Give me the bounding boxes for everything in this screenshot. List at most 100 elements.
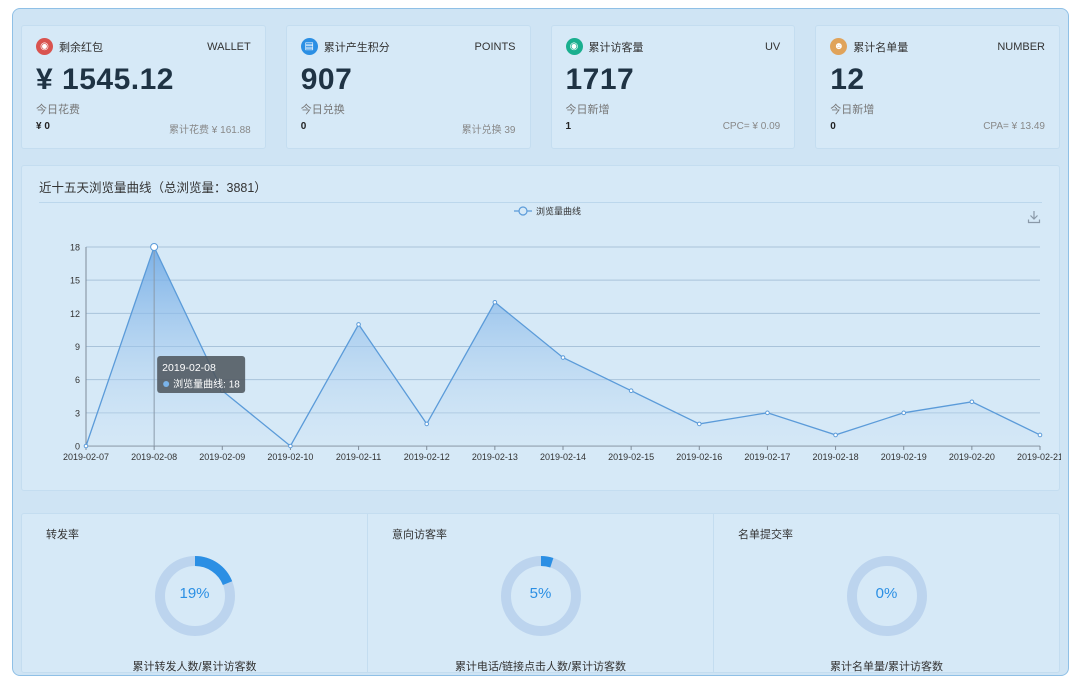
- data-point: [288, 443, 293, 449]
- data-point: [833, 432, 838, 438]
- card-label: 剩余红包: [59, 41, 103, 54]
- rate-title: 转发率: [46, 529, 79, 541]
- card-sub: 今日新增: [830, 104, 875, 116]
- card-foot-left: 1: [565, 121, 572, 132]
- y-tick-label: 15: [70, 276, 80, 286]
- data-point: [696, 421, 702, 427]
- data-point: [765, 410, 770, 416]
- card-label: 累计名单量: [853, 41, 909, 54]
- pageview-chart-panel: 近十五天浏览量曲线（总浏览量：3881） 0 3 6 9 12 15 18 2019-02-0…: [21, 165, 1061, 491]
- card-tag: POINTS: [474, 40, 516, 53]
- rate-title: 意向访客率: [392, 529, 447, 541]
- user-icon: ☻: [830, 38, 848, 55]
- data-point: [969, 399, 975, 405]
- donut-label: 0%: [875, 585, 898, 602]
- legend-marker: [518, 206, 528, 216]
- legend-label: 浏览量曲线: [536, 206, 581, 217]
- x-tick-label: 2019-02-18: [813, 452, 859, 462]
- donut-arc: [540, 555, 553, 568]
- x-tick-label: 2019-02-08: [131, 452, 177, 462]
- data-point: [356, 322, 361, 327]
- rate-caption: 累计转发人数/累计访客数: [132, 661, 257, 673]
- x-tick-label: 2019-02-10: [267, 452, 313, 462]
- card-foot-left: 0: [300, 121, 307, 132]
- rate-title: 名单提交率: [738, 529, 793, 541]
- data-point: [901, 410, 907, 416]
- rate-forward: 转发率 19% 累计转发人数/累计访客数: [22, 514, 368, 673]
- data-point: [1037, 432, 1043, 438]
- donut-chart: 5%: [499, 554, 583, 638]
- dashboard-frame: ◉ 剩余红包 WALLET ¥ 1545.12 今日花费 ¥ 0 累计花费 ¥ 16…: [12, 8, 1069, 676]
- card-number: ☻ 累计名单量 NUMBER 12 今日新增 0 CPA= ¥ 13.49: [815, 25, 1060, 149]
- data-point: [492, 299, 498, 305]
- money-bag-icon: ◉: [36, 38, 53, 55]
- data-point: [424, 421, 430, 427]
- tooltip-box: [157, 356, 246, 393]
- x-tick-label: 2019-02-07: [63, 452, 109, 462]
- x-tick-label: 2019-02-20: [949, 452, 995, 462]
- card-tag: WALLET: [207, 40, 251, 53]
- card-wallet: ◉ 剩余红包 WALLET ¥ 1545.12 今日花费 ¥ 0 累计花费 ¥ 16…: [21, 25, 266, 149]
- rate-caption: 累计名单量/累计访客数: [829, 661, 944, 673]
- x-tick-label: 2019-02-19: [881, 452, 927, 462]
- donut-chart: 0%: [845, 554, 929, 638]
- x-tick-label: 2019-02-17: [744, 452, 790, 462]
- tooltip-marker: [163, 381, 170, 387]
- x-tick-label: 2019-02-16: [676, 452, 722, 462]
- tooltip-value: 浏览量曲线: 18: [173, 378, 240, 391]
- pageview-line-chart: 0 3 6 9 12 15 18 2019-02-07 2019-02-08 2019-02-09…: [63, 206, 1061, 463]
- card-foot-right: 累计花费 ¥ 161.88: [169, 125, 251, 136]
- data-point: [560, 355, 566, 360]
- card-sub: 今日新增: [565, 104, 610, 116]
- rate-caption: 累计电话/链接点击人数/累计访客数: [454, 661, 627, 673]
- card-sub: 今日兑换: [300, 104, 345, 116]
- x-tick-label: 2019-02-11: [336, 452, 381, 462]
- y-tick-label: 0: [75, 442, 80, 452]
- donut-label: 5%: [529, 585, 552, 602]
- x-tick-label: 2019-02-14: [540, 452, 586, 462]
- card-sub: 今日花费: [36, 104, 80, 116]
- y-tick-label: 18: [70, 243, 80, 253]
- card-foot-right: CPC= ¥ 0.09: [722, 121, 781, 132]
- x-tick-label: 2019-02-15: [608, 452, 654, 462]
- x-tick-label: 2019-02-09: [199, 452, 245, 462]
- rates-panel: 转发率 19% 累计转发人数/累计访客数 意向访客率 5% 累计电话/链接点击人…: [21, 513, 1060, 673]
- card-label: 累计访客量: [588, 41, 644, 54]
- card-value: ¥ 1545.12: [36, 63, 174, 96]
- x-tick-label: 2019-02-13: [472, 452, 518, 462]
- donut-arc: [194, 556, 232, 586]
- y-tick-label: 12: [70, 309, 80, 319]
- rate-submit: 名单提交率 0% 累计名单量/累计访客数: [714, 514, 1059, 673]
- card-foot-left: ¥ 0: [36, 121, 50, 132]
- chart-title: 近十五天浏览量曲线（总浏览量：3881）: [39, 181, 267, 195]
- area-fill: [86, 247, 1040, 446]
- card-value: 907: [300, 63, 353, 96]
- rate-intent: 意向访客率 5% 累计电话/链接点击人数/累计访客数: [368, 514, 714, 673]
- chart-divider: [39, 202, 1042, 203]
- card-foot-right: 累计兑换 39: [461, 125, 516, 136]
- y-tick-label: 3: [75, 408, 80, 418]
- card-foot-right: CPA= ¥ 13.49: [983, 121, 1045, 132]
- card-uv: ◉ 累计访客量 UV 1717 今日新增 1 CPC= ¥ 0.09: [550, 25, 796, 149]
- y-tick-label: 9: [75, 342, 80, 352]
- x-tick-label: 2019-02-21: [1017, 452, 1061, 462]
- donut-label: 19%: [179, 585, 210, 602]
- coins-icon: ▤: [300, 38, 318, 55]
- stat-cards: ◉ 剩余红包 WALLET ¥ 1545.12 今日花费 ¥ 0 累计花费 ¥ 16…: [21, 25, 1060, 149]
- data-point: [150, 243, 159, 251]
- y-tick-label: 6: [75, 375, 80, 385]
- data-point: [83, 443, 89, 449]
- tooltip-date: 2019-02-08: [162, 362, 216, 374]
- eye-icon: ◉: [565, 38, 583, 55]
- card-tag: NUMBER: [997, 40, 1045, 53]
- x-tick-label: 2019-02-12: [404, 452, 450, 462]
- card-tag: UV: [764, 40, 781, 53]
- card-label: 累计产生积分: [323, 41, 390, 54]
- download-icon[interactable]: [1027, 210, 1041, 224]
- donut-chart: 19%: [153, 554, 237, 638]
- card-foot-left: 0: [830, 121, 836, 132]
- data-point: [628, 388, 634, 394]
- card-value: 1717: [565, 63, 635, 96]
- card-value: 12: [830, 63, 865, 96]
- card-points: ▤ 累计产生积分 POINTS 907 今日兑换 0 累计兑换 39: [285, 25, 531, 149]
